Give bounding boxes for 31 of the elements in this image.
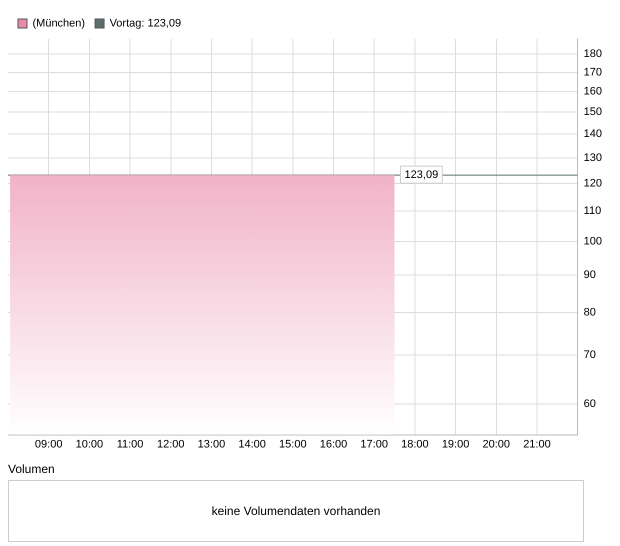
x-tick-label: 20:00 (482, 438, 510, 450)
legend-label: (München) (32, 18, 86, 30)
y-tick-label: 110 (584, 205, 602, 218)
x-tick-label: 13:00 (198, 438, 226, 450)
y-tick-label: 170 (584, 66, 602, 78)
x-tick-label: 09:00 (34, 438, 62, 450)
x-tick-label: 16:00 (320, 438, 348, 450)
y-tick-label: 150 (584, 106, 602, 118)
x-tick-label: 21:00 (523, 438, 551, 450)
y-tick-label: 90 (584, 268, 596, 281)
text: keine Volumendaten vorhanden (212, 504, 380, 518)
legend-label: Vortag: 123,09 (110, 18, 182, 30)
y-tick-label: 130 (584, 152, 602, 164)
y-tick-label: 80 (584, 306, 596, 319)
y-tick-label: 120 (584, 177, 602, 190)
x-tick-label: 17:00 (360, 438, 388, 450)
y-tick-label: 140 (584, 128, 602, 140)
text: Volumen (8, 462, 56, 476)
y-tick-label: 60 (584, 398, 596, 410)
x-tick-label: 14:00 (238, 438, 266, 450)
annotation: 123,09 (404, 169, 438, 182)
x-tick-label: 15:00 (279, 438, 307, 450)
y-tick-label: 180 (584, 48, 602, 60)
x-tick-label: 11:00 (116, 438, 144, 450)
y-tick-label: 100 (584, 235, 602, 248)
x-tick-label: 18:00 (401, 438, 429, 450)
x-tick-label: 10:00 (76, 438, 104, 450)
y-tick-label: 70 (584, 349, 596, 362)
x-tick-label: 19:00 (442, 438, 470, 450)
x-tick-label: 12:00 (156, 438, 185, 450)
y-tick-label: 160 (584, 86, 602, 98)
